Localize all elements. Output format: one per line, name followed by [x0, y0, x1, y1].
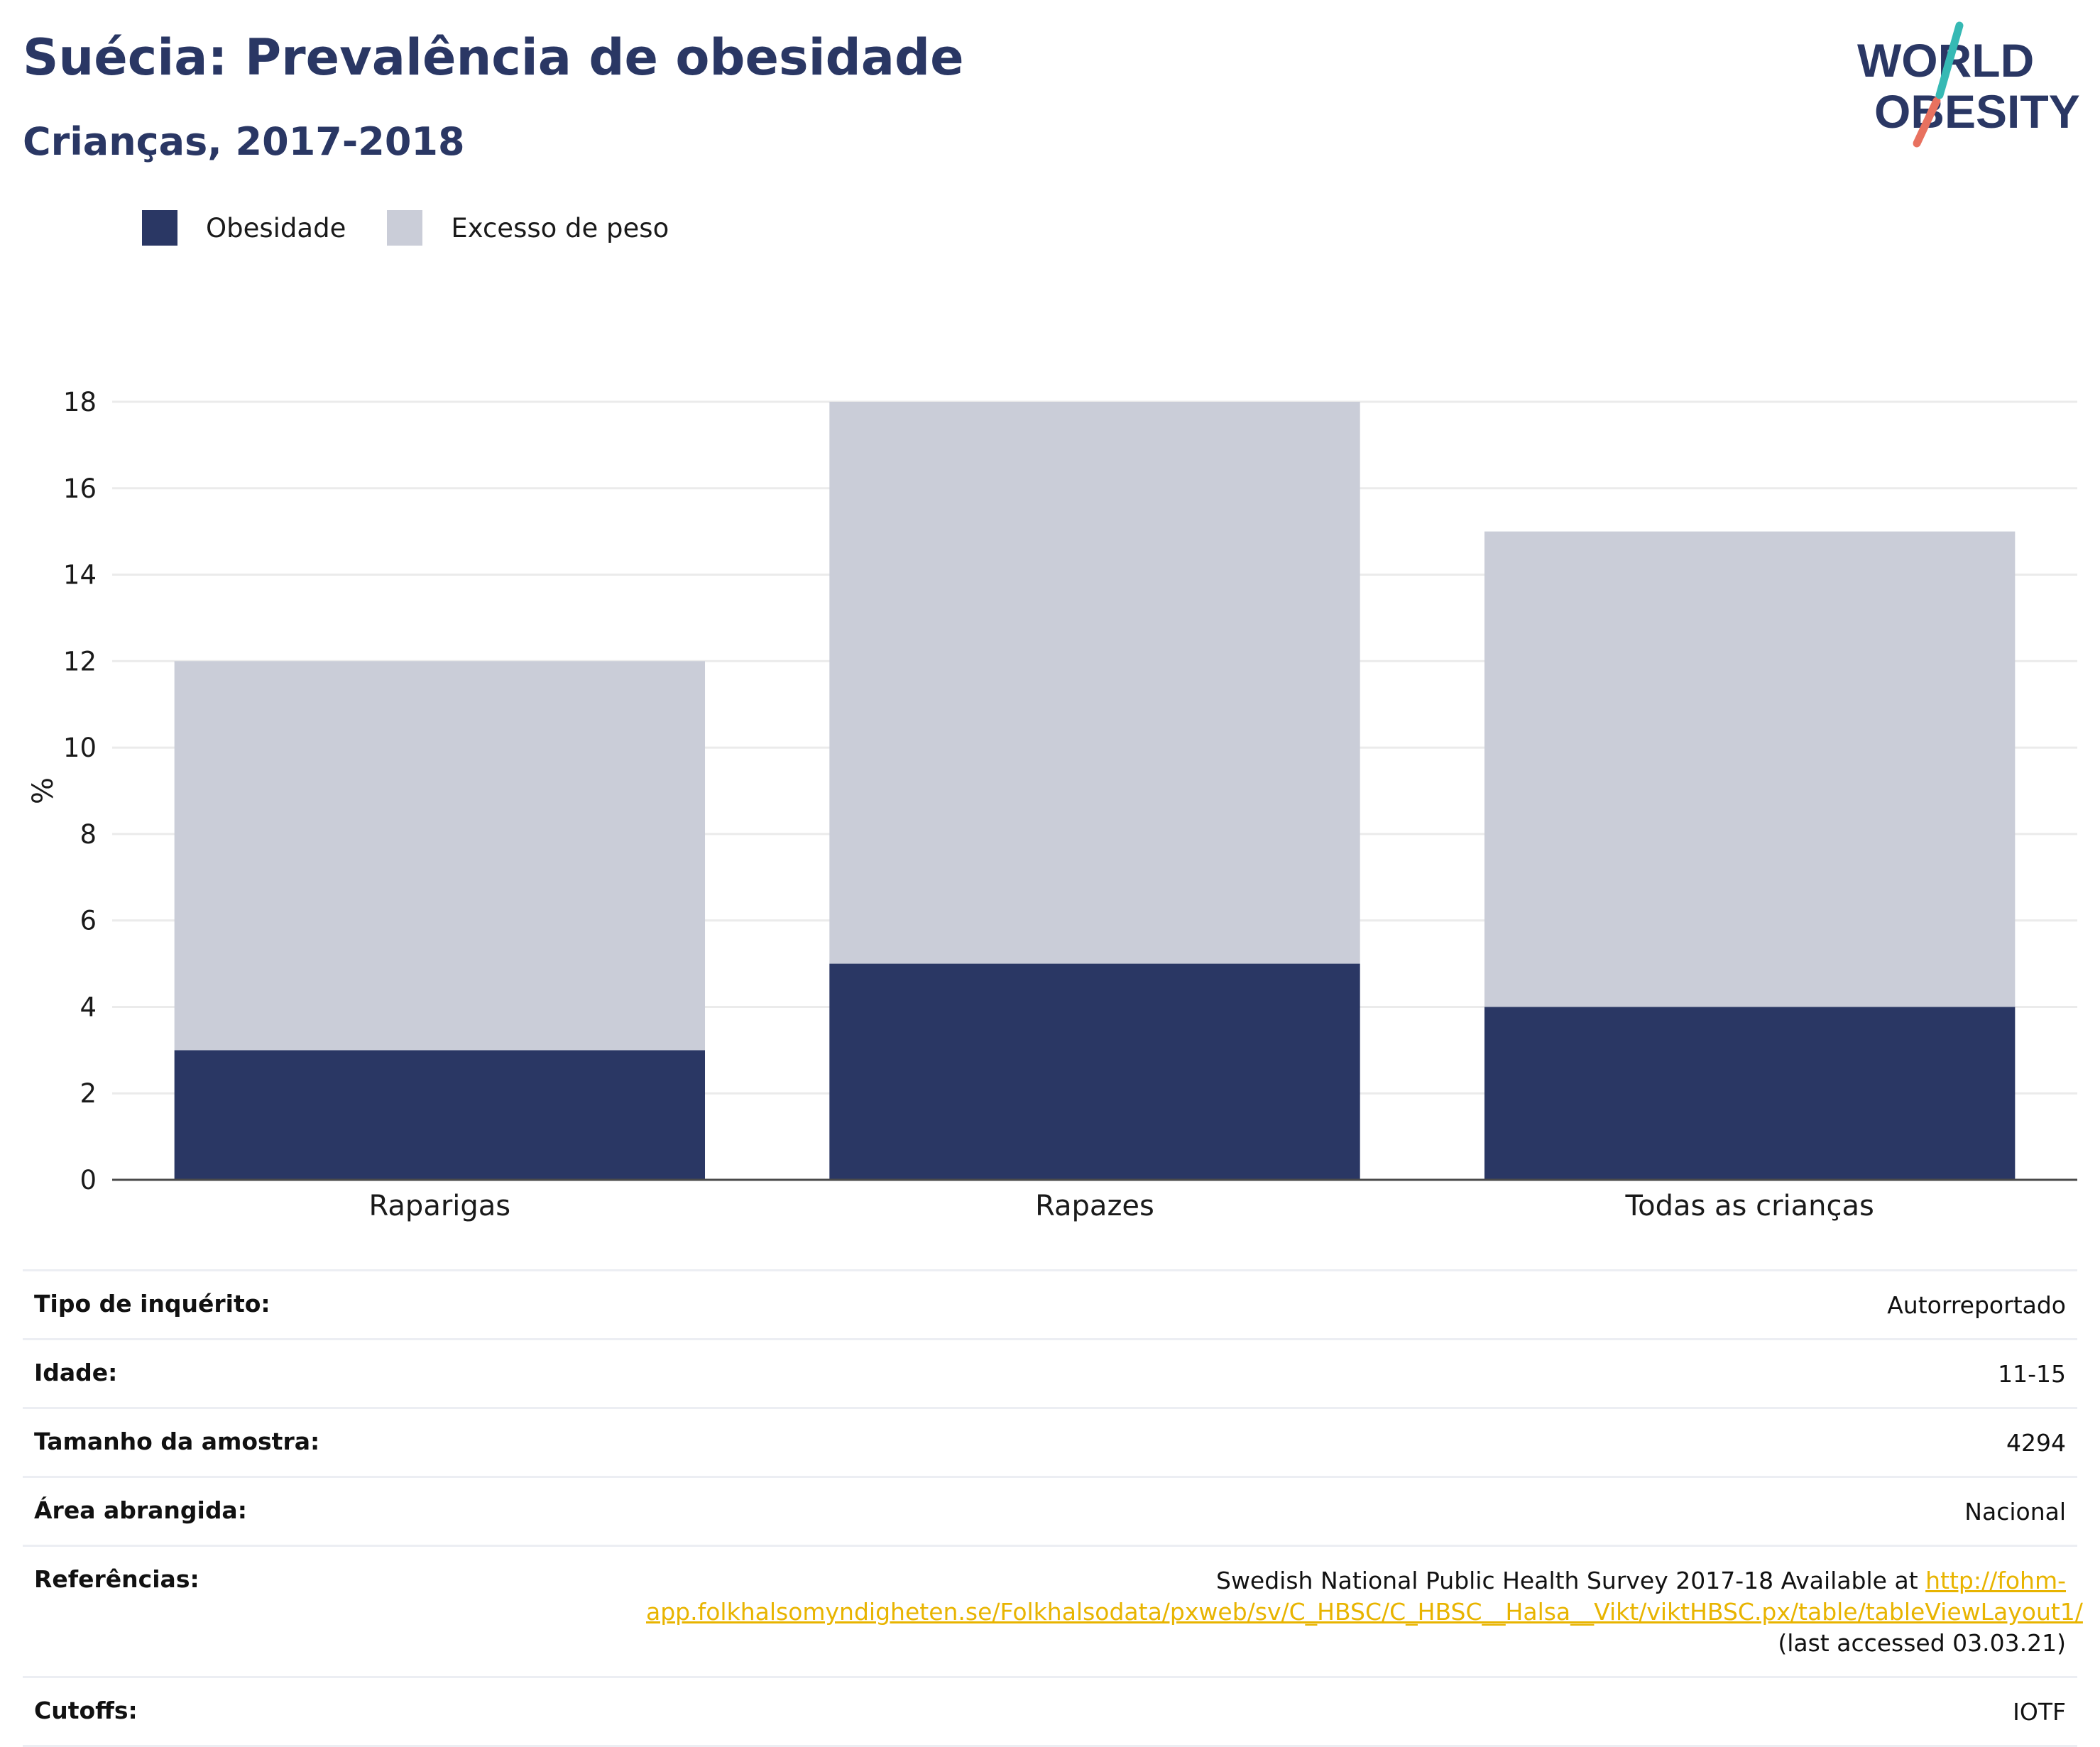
bar-obesidade [829, 963, 1360, 1180]
legend-swatch-obesidade [142, 210, 177, 246]
info-value: Autorreportado [1887, 1291, 2066, 1319]
y-tick-label: 2 [80, 1078, 97, 1109]
info-key: Tipo de inquérito: [34, 1290, 270, 1318]
reference-access-note: (last accessed 03.03.21) [1778, 1629, 2066, 1657]
chart-legend: Obesidade Excesso de peso [142, 210, 710, 246]
info-key: Tamanho da amostra: [34, 1428, 320, 1455]
legend-item-excesso-de-peso[interactable]: Excesso de peso [387, 210, 669, 246]
info-row-idade: Idade: 11-15 [23, 1338, 2077, 1407]
info-value: Nacional [1964, 1498, 2066, 1526]
y-tick-label: 0 [80, 1165, 97, 1195]
survey-info-table: Tipo de inquérito: Autorreportado Idade:… [23, 1269, 2083, 1747]
y-tick-label: 8 [80, 819, 97, 850]
info-key: Referências: [34, 1565, 199, 1593]
world-obesity-logo: WORLD OBESITY [1857, 21, 2080, 148]
logo-line2: OBESITY [1874, 85, 2080, 138]
info-key: Área abrangida: [34, 1496, 247, 1524]
bar-obesidade [174, 1050, 706, 1180]
info-row-referencias: Referências: Swedish National Public Hea… [23, 1545, 2083, 1676]
y-axis-label: % [27, 777, 60, 804]
logo-slash-teal [1935, 21, 1964, 99]
y-tick-label: 16 [63, 473, 97, 504]
legend-swatch-excesso-de-peso [387, 210, 423, 246]
bar-excesso-de-peso [829, 402, 1360, 964]
info-row-cutoffs: Cutoffs: IOTF [23, 1676, 2077, 1747]
legend-item-obesidade[interactable]: Obesidade [142, 210, 346, 246]
y-tick-label: 4 [80, 992, 97, 1022]
legend-label-obesidade: Obesidade [206, 212, 346, 243]
info-row-area-abrangida: Área abrangida: Nacional [23, 1476, 2077, 1545]
bar-excesso-de-peso [1484, 531, 2016, 1007]
y-tick-label: 14 [63, 560, 97, 591]
info-value: 4294 [2006, 1429, 2066, 1457]
legend-label-excesso-de-peso: Excesso de peso [451, 212, 669, 243]
y-tick-label: 12 [63, 646, 97, 677]
info-key: Idade: [34, 1359, 118, 1386]
page-subtitle: Crianças, 2017-2018 [23, 119, 465, 164]
reference-text: Swedish National Public Health Survey 20… [1216, 1567, 1926, 1594]
info-key: Cutoffs: [34, 1697, 138, 1724]
reference-link[interactable]: http://fohm-app.folkhalsomyndigheten.se/… [646, 1567, 2083, 1626]
y-tick-label: 10 [63, 733, 97, 763]
info-row-tamanho-amostra: Tamanho da amostra: 4294 [23, 1407, 2077, 1476]
info-row-tipo-inquerito: Tipo de inquérito: Autorreportado [23, 1269, 2077, 1338]
stacked-bar-chart: 0 2 4 6 8 10 12 14 16 18% Raparigas Rapazes Todas as… [27, 387, 2077, 1222]
x-tick-label: Todas as crianças [1624, 1190, 1874, 1222]
info-value: 11-15 [1998, 1360, 2066, 1388]
page-title: Suécia: Prevalência de obesidade [23, 28, 964, 87]
x-tick-label: Raparigas [369, 1190, 511, 1222]
info-value-references: Swedish National Public Health Survey 20… [646, 1565, 2083, 1659]
y-tick-label: 18 [63, 387, 97, 417]
x-tick-label: Rapazes [1035, 1190, 1154, 1222]
logo-slash-red [1913, 97, 1941, 148]
y-tick-label: 6 [80, 906, 97, 936]
bar-excesso-de-peso [174, 661, 706, 1051]
bar-obesidade [1484, 1007, 2016, 1180]
info-value: IOTF [2013, 1698, 2066, 1726]
